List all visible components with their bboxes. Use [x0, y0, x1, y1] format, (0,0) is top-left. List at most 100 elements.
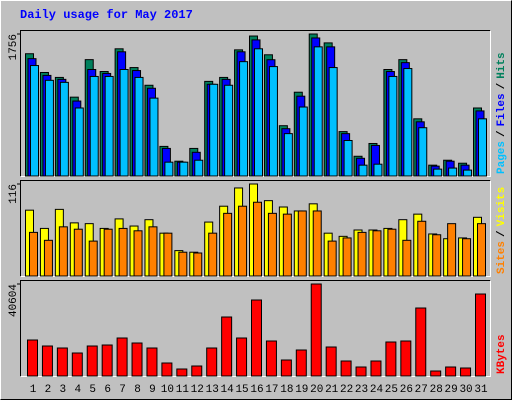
- bar: [462, 238, 472, 277]
- bar: [295, 349, 307, 377]
- legend: KBytes: [496, 334, 508, 374]
- bar: [193, 252, 203, 277]
- bar: [298, 106, 308, 177]
- y-tick-label: 40604: [8, 284, 20, 317]
- bar: [104, 75, 114, 177]
- x-tick-label: 26: [400, 384, 413, 396]
- bar: [163, 232, 173, 277]
- x-tick-label: 23: [355, 384, 368, 396]
- bar: [101, 344, 113, 377]
- x-tick-label: 19: [295, 384, 308, 396]
- bar: [44, 79, 54, 177]
- x-tick-label: 28: [430, 384, 443, 396]
- x-tick-label: 4: [74, 384, 81, 396]
- bar: [385, 341, 397, 377]
- bar: [280, 359, 292, 377]
- x-tick-label: 10: [161, 384, 174, 396]
- bar: [194, 159, 204, 177]
- x-tick-label: 21: [325, 384, 339, 396]
- bar: [477, 223, 486, 277]
- bar: [447, 223, 457, 277]
- bar: [265, 340, 277, 377]
- x-tick-label: 3: [60, 384, 67, 396]
- bar: [208, 232, 218, 277]
- legend-separator: /: [496, 130, 508, 137]
- legend-entry: Sites: [496, 241, 508, 274]
- x-tick-label: 30: [459, 384, 472, 396]
- x-tick-label: 7: [119, 384, 126, 396]
- x-tick-label: 22: [340, 384, 353, 396]
- bar: [161, 362, 173, 377]
- bar: [283, 133, 293, 177]
- bar: [327, 240, 337, 277]
- panel-border-dark: [20, 280, 491, 377]
- bar: [29, 231, 38, 277]
- bar: [88, 240, 98, 277]
- x-tick-label: 25: [385, 384, 398, 396]
- bar: [30, 65, 39, 177]
- bar: [372, 230, 382, 277]
- bar: [74, 107, 84, 177]
- bar: [223, 212, 233, 277]
- x-tick-label: 29: [445, 384, 458, 396]
- bar: [340, 360, 352, 377]
- x-tick-label: 8: [134, 384, 141, 396]
- bar: [267, 212, 277, 277]
- bar: [253, 201, 262, 277]
- bar: [282, 213, 292, 277]
- bar: [478, 118, 487, 177]
- bar: [73, 228, 83, 277]
- legend: Sites / Visits: [496, 187, 508, 274]
- panel-border-light: [20, 280, 491, 377]
- bar: [176, 368, 188, 377]
- bar: [312, 210, 322, 277]
- legend-entry: KBytes: [496, 334, 508, 374]
- legend-separator: /: [496, 82, 508, 89]
- bar: [236, 337, 248, 377]
- x-tick-label: 15: [235, 384, 248, 396]
- legend-separator: /: [496, 230, 508, 237]
- bar: [251, 299, 262, 377]
- bar: [178, 251, 188, 277]
- bar: [430, 370, 442, 377]
- bar: [191, 365, 203, 377]
- bar: [43, 239, 53, 277]
- bar: [313, 46, 323, 177]
- bar: [448, 167, 458, 177]
- bar: [417, 220, 427, 277]
- bar: [59, 81, 69, 177]
- bar: [297, 210, 307, 277]
- bar: [58, 226, 68, 277]
- bar: [475, 293, 486, 377]
- x-tick-label: 1: [30, 384, 37, 396]
- x-tick-label: 17: [265, 384, 278, 396]
- bar: [402, 239, 412, 277]
- bar: [268, 66, 278, 177]
- bar: [131, 342, 143, 377]
- y-tick-label: 1756: [8, 34, 20, 60]
- x-tick-label: 27: [415, 384, 428, 396]
- bar: [400, 340, 412, 377]
- bar: [41, 345, 53, 377]
- x-tick-label: 11: [176, 384, 190, 396]
- bar: [370, 360, 382, 377]
- x-tick-label: 9: [149, 384, 156, 396]
- bar: [357, 231, 367, 277]
- bar: [373, 163, 383, 177]
- x-tick-label: 24: [370, 384, 384, 396]
- bar: [179, 161, 189, 177]
- legend-entry: Files: [496, 93, 508, 126]
- bar: [133, 230, 143, 277]
- bar: [254, 48, 263, 177]
- bar: [328, 67, 338, 177]
- x-tick-label: 6: [104, 384, 111, 396]
- x-tick-label: 2: [45, 384, 52, 396]
- legend-entry: Hits: [496, 52, 508, 78]
- legend: Pages / Files / Hits: [496, 52, 508, 174]
- bar: [403, 68, 413, 177]
- legend-entry: Pages: [496, 141, 508, 174]
- bar: [119, 69, 129, 177]
- bar: [103, 228, 113, 277]
